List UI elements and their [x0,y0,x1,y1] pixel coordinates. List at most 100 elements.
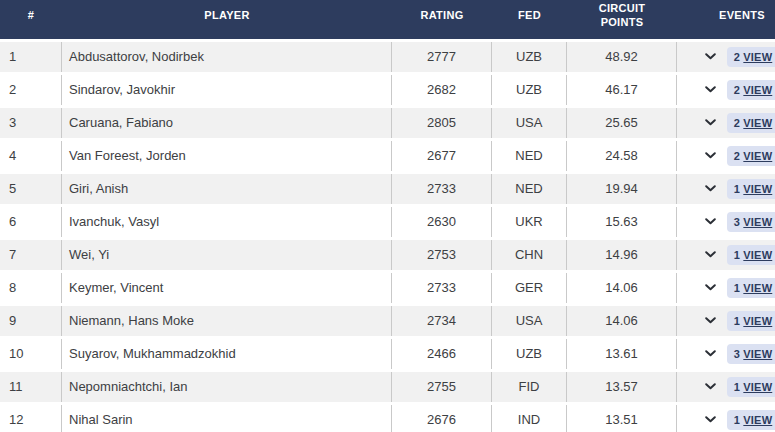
rank-value: 2 [9,82,16,97]
player-name: Sindarov, Javokhir [69,82,175,97]
events-controls: 3 VIEW [677,212,775,232]
view-events-link[interactable]: 2 VIEW [727,146,775,166]
expand-row-button[interactable] [705,218,716,225]
view-label: VIEW [743,84,772,96]
chevron-down-icon [705,251,716,258]
circuit-points-cell: 25.65 [567,108,677,138]
player-name: Abdusattorov, Nodirbek [69,49,204,64]
circuit-points-value: 15.63 [605,214,638,229]
fed-value: UZB [516,49,542,64]
rank-value: 1 [9,49,16,64]
circuit-points-value: 13.57 [605,379,638,394]
rank-cell: 9 [0,306,62,336]
view-events-link[interactable]: 3 VIEW [727,344,775,364]
rank-value: 10 [9,346,23,361]
events-controls: 1 VIEW [677,278,775,298]
fed-cell: UZB [492,339,567,369]
circuit-points-value: 14.96 [605,247,638,262]
rating-value: 2777 [427,49,456,64]
view-events-link[interactable]: 2 VIEW [727,47,775,67]
view-label: VIEW [743,183,772,195]
circuit-points-cell: 24.58 [567,141,677,171]
view-events-link[interactable]: 2 VIEW [727,113,775,133]
player-cell: Suyarov, Mukhammadzokhid [62,339,392,369]
view-events-link[interactable]: 1 VIEW [727,410,775,430]
rating-value: 2805 [427,115,456,130]
expand-row-button[interactable] [705,86,716,93]
rating-cell: 2733 [392,273,492,303]
view-label: VIEW [743,315,772,327]
fed-cell: GER [492,273,567,303]
player-name: Nepomniachtchi, Ian [69,379,188,394]
expand-row-button[interactable] [705,251,716,258]
rating-cell: 2630 [392,207,492,237]
events-cell: 1 VIEW [677,405,775,432]
player-name: Niemann, Hans Moke [69,313,194,328]
fed-cell: UZB [492,42,567,72]
view-label: VIEW [743,249,772,261]
rating-cell: 2805 [392,108,492,138]
view-events-link[interactable]: 3 VIEW [727,212,775,232]
circuit-points-cell: 14.06 [567,273,677,303]
events-cell: 2 VIEW [677,75,775,105]
events-count: 3 [734,216,740,228]
expand-row-button[interactable] [705,185,716,192]
table-row: 3 Caruana, Fabiano 2805 USA 25.65 2 VIEW [0,108,775,138]
rank-cell: 6 [0,207,62,237]
rating-value: 2733 [427,280,456,295]
rank-value: 7 [9,247,16,262]
player-name: Keymer, Vincent [69,280,163,295]
events-controls: 1 VIEW [677,311,775,331]
view-events-link[interactable]: 1 VIEW [727,278,775,298]
events-count: 1 [734,183,740,195]
player-name: Suyarov, Mukhammadzokhid [69,346,236,361]
chevron-down-icon [705,119,716,126]
events-controls: 2 VIEW [677,47,775,67]
expand-row-button[interactable] [705,416,716,423]
expand-row-button[interactable] [705,383,716,390]
circuit-points-cell: 13.61 [567,339,677,369]
rating-value: 2734 [427,313,456,328]
view-label: VIEW [743,348,772,360]
rating-value: 2753 [427,247,456,262]
expand-row-button[interactable] [705,53,716,60]
events-controls: 2 VIEW [677,146,775,166]
view-events-link[interactable]: 1 VIEW [727,311,775,331]
view-events-link[interactable]: 2 VIEW [727,80,775,100]
view-events-link[interactable]: 1 VIEW [727,377,775,397]
events-controls: 1 VIEW [677,245,775,265]
events-count: 1 [734,249,740,261]
player-cell: Wei, Yi [62,240,392,270]
circuit-points-cell: 13.51 [567,405,677,432]
rank-cell: 1 [0,42,62,72]
fed-cell: FID [492,372,567,402]
expand-row-button[interactable] [705,152,716,159]
player-cell: Caruana, Fabiano [62,108,392,138]
rating-cell: 2753 [392,240,492,270]
expand-row-button[interactable] [705,317,716,324]
view-label: VIEW [743,51,772,63]
rating-value: 2630 [427,214,456,229]
events-count: 1 [734,315,740,327]
events-cell: 1 VIEW [677,240,775,270]
events-controls: 1 VIEW [677,377,775,397]
rating-cell: 2676 [392,405,492,432]
view-label: VIEW [743,216,772,228]
events-controls: 1 VIEW [677,179,775,199]
view-label: VIEW [743,414,772,426]
player-cell: Ivanchuk, Vasyl [62,207,392,237]
expand-row-button[interactable] [705,284,716,291]
rating-value: 2676 [427,412,456,427]
expand-row-button[interactable] [705,350,716,357]
expand-row-button[interactable] [705,119,716,126]
rank-value: 8 [9,280,16,295]
chevron-down-icon [705,350,716,357]
chevron-down-icon [705,416,716,423]
events-controls: 2 VIEW [677,113,775,133]
player-cell: Abdusattorov, Nodirbek [62,42,392,72]
chevron-down-icon [705,284,716,291]
fed-cell: USA [492,306,567,336]
view-events-link[interactable]: 1 VIEW [727,179,775,199]
view-events-link[interactable]: 1 VIEW [727,245,775,265]
column-header-player: PLAYER [62,0,392,39]
